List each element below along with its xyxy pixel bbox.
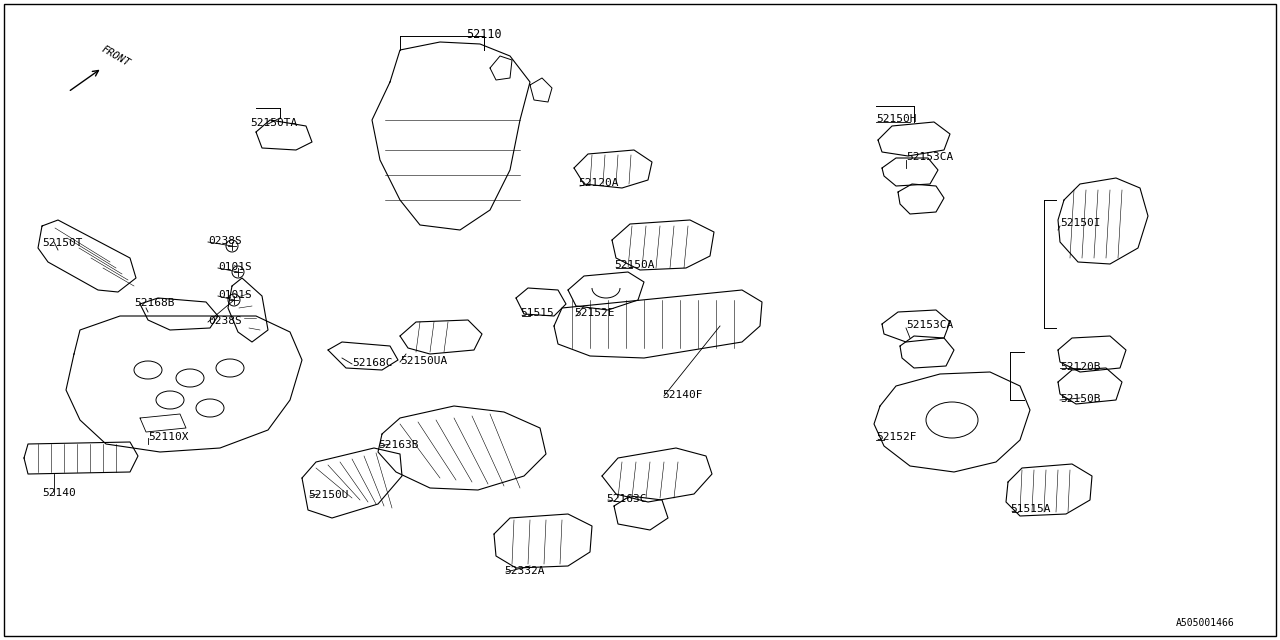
Text: 0238S: 0238S xyxy=(207,236,242,246)
Text: 52150A: 52150A xyxy=(614,260,654,270)
Text: FRONT: FRONT xyxy=(100,44,132,68)
Text: 52120B: 52120B xyxy=(1060,362,1101,372)
Text: 52153CA: 52153CA xyxy=(906,152,954,162)
Text: 52150I: 52150I xyxy=(1060,218,1101,228)
Text: 52110X: 52110X xyxy=(148,432,188,442)
Text: 52150UA: 52150UA xyxy=(399,356,447,366)
Text: 0238S: 0238S xyxy=(207,316,242,326)
Text: 0101S: 0101S xyxy=(218,262,252,272)
Text: 52150TA: 52150TA xyxy=(250,118,297,128)
Text: 51515: 51515 xyxy=(520,308,554,318)
Text: 52163B: 52163B xyxy=(378,440,419,450)
Text: 52150T: 52150T xyxy=(42,238,82,248)
Text: 52150H: 52150H xyxy=(876,114,916,124)
Text: 52152F: 52152F xyxy=(876,432,916,442)
Text: 52332A: 52332A xyxy=(504,566,544,576)
Text: 52120A: 52120A xyxy=(579,178,618,188)
Text: 52150B: 52150B xyxy=(1060,394,1101,404)
Text: 51515A: 51515A xyxy=(1010,504,1051,514)
Text: 52140: 52140 xyxy=(42,488,76,498)
Text: 52168B: 52168B xyxy=(134,298,174,308)
Text: 52168C: 52168C xyxy=(352,358,393,368)
Text: A505001466: A505001466 xyxy=(1176,618,1235,628)
Text: 52163C: 52163C xyxy=(605,494,646,504)
Text: 52140F: 52140F xyxy=(662,390,703,400)
Text: 52150U: 52150U xyxy=(308,490,348,500)
Text: 52153CA: 52153CA xyxy=(906,320,954,330)
Text: 0101S: 0101S xyxy=(218,290,252,300)
Text: 52152E: 52152E xyxy=(573,308,614,318)
Text: 52110: 52110 xyxy=(466,28,502,41)
